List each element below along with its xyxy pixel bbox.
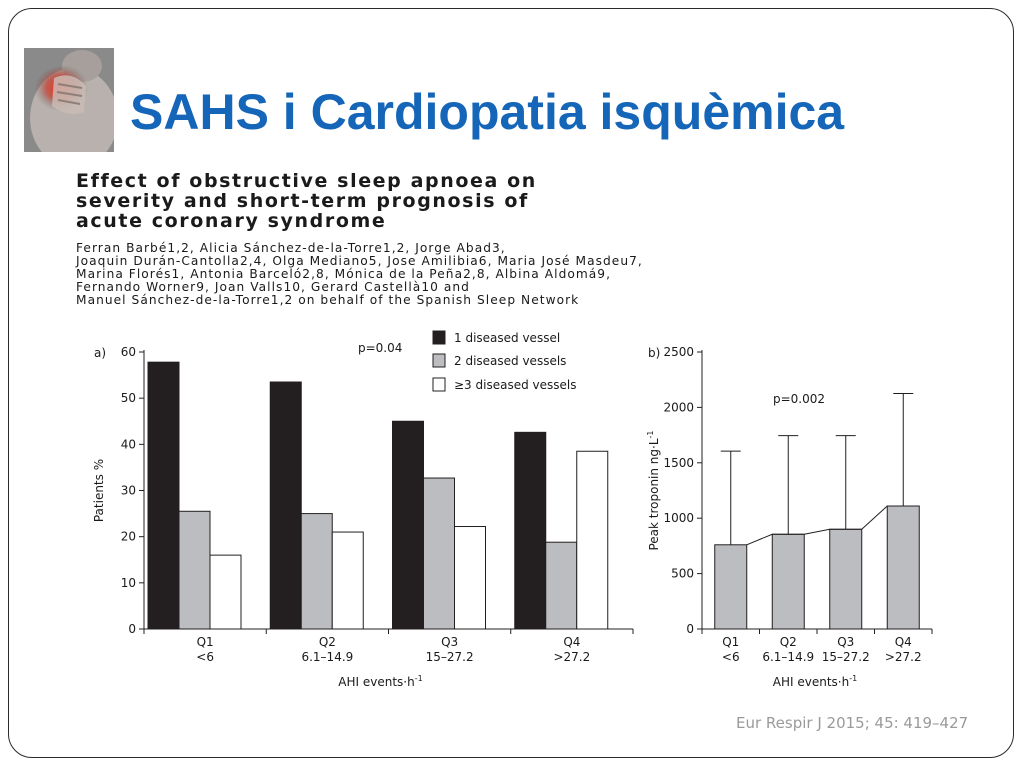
chart-b-y-axis-label: Peak troponin ng·L-1 xyxy=(646,430,661,550)
chart-b-x-sublabel: 6.1–14.9 xyxy=(762,650,814,664)
chart-b-y-tick-label: 1500 xyxy=(663,456,694,470)
author-line: Fernando Worner9, Joan Valls10, Gerard C… xyxy=(76,280,470,294)
chart-a-bar xyxy=(454,526,486,630)
chart-a-y-axis-label: Patients % xyxy=(92,459,106,522)
chart-a-x-axis-label: AHI events·h-1 xyxy=(338,674,422,689)
chart-a-bar xyxy=(514,431,547,630)
chart-b-p-value: p=0.002 xyxy=(773,392,825,406)
chart-b-x-axis-label: AHI events·h-1 xyxy=(773,674,857,689)
chart-a-x-sublabel: 6.1–14.9 xyxy=(301,650,353,664)
chart-a-x-tick-label: Q3 xyxy=(441,635,458,649)
chart-b-x-tick-label: Q1 xyxy=(722,635,739,649)
chart-a-bar xyxy=(423,477,455,630)
chart-a-bar xyxy=(147,361,180,630)
chart-a-bar xyxy=(331,531,364,630)
chart-a-y-tick-label: 40 xyxy=(121,437,136,451)
chart-b-x-sublabel: >27.2 xyxy=(885,650,922,664)
chart-a-p-value: p=0.04 xyxy=(358,341,402,355)
chart-a-y-tick-label: 20 xyxy=(121,530,136,544)
chart-a-legend-label: ≥3 diseased vessels xyxy=(454,378,576,392)
paper-title-line: Effect of obstructive sleep apnoea on xyxy=(76,170,537,192)
chart-a-bar xyxy=(576,450,609,630)
chart-a-x-tick-label: Q4 xyxy=(563,635,580,649)
chart-b-x-tick-label: Q3 xyxy=(837,635,854,649)
author-line: Marina Florés1, Antonia Barceló2,8, Móni… xyxy=(76,267,612,281)
chart-a-legend-swatch xyxy=(432,330,446,345)
chart-a-x-sublabel: <6 xyxy=(196,650,214,664)
paper-title: Effect of obstructive sleep apnoea on se… xyxy=(76,171,876,231)
chart-a-x-sublabel: 15–27.2 xyxy=(426,650,474,664)
chart-b-panel-label: b) xyxy=(648,346,660,360)
chart-a-panel-label: a) xyxy=(94,346,106,360)
citation: Eur Respir J 2015; 45: 419–427 xyxy=(736,714,969,732)
paper-title-line: severity and short-term prognosis of xyxy=(76,190,529,212)
chart-a-bar xyxy=(545,541,578,630)
chart-b-trend-line xyxy=(746,505,888,546)
chart-b-x-sublabel: <6 xyxy=(722,650,740,664)
paper-authors: Ferran Barbé1,2, Alicia Sánchez-de-la-To… xyxy=(76,242,976,307)
chart-a-bar xyxy=(269,381,302,630)
chart-b-bar xyxy=(771,533,805,630)
author-line: Ferran Barbé1,2, Alicia Sánchez-de-la-To… xyxy=(76,241,506,255)
chart-a-legend-swatch xyxy=(432,377,446,392)
heart-pain-photo xyxy=(24,48,114,152)
paper-title-line: acute coronary syndrome xyxy=(76,210,387,232)
chart-a-x-tick-label: Q2 xyxy=(319,635,336,649)
chart-a-bar xyxy=(300,513,333,630)
chart-b-x-tick-label: Q2 xyxy=(780,635,797,649)
chart-a-bar xyxy=(392,420,424,630)
chart-a-y-tick-label: 0 xyxy=(128,622,136,636)
chart-b-y-tick-label: 1000 xyxy=(663,511,694,525)
chart-b-y-tick-label: 500 xyxy=(671,567,694,581)
slide-title: SAHS i Cardiopatia isquèmica xyxy=(130,84,845,140)
chart-b-y-tick-label: 2000 xyxy=(663,400,694,414)
chart-b-y-tick-label: 0 xyxy=(686,622,694,636)
chart-a-x-sublabel: >27.2 xyxy=(553,650,590,664)
chart-b-bar xyxy=(714,544,748,630)
chart-a-legend-swatch xyxy=(432,353,446,368)
chart-a-bar xyxy=(209,554,242,630)
chart-a-y-tick-label: 30 xyxy=(121,484,136,498)
chart-b-y-tick-label: 2500 xyxy=(663,345,694,359)
chart-b-x-tick-label: Q4 xyxy=(895,635,912,649)
chart-b-bar xyxy=(886,505,920,630)
chart-a-y-tick-label: 10 xyxy=(121,576,136,590)
chart-a-legend-label: 1 diseased vessel xyxy=(454,331,560,345)
chart-a-x-tick-label: Q1 xyxy=(197,635,214,649)
chart-a-bar xyxy=(178,510,211,630)
author-line: Joaquin Durán-Cantolla2,4, Olga Mediano5… xyxy=(76,254,643,268)
chart-b-bar xyxy=(829,528,863,630)
chart-a-y-tick-label: 50 xyxy=(121,391,136,405)
chart-a-legend-label: 2 diseased vessels xyxy=(454,354,566,368)
chart-b-x-sublabel: 15–27.2 xyxy=(822,650,870,664)
author-line: Manuel Sánchez-de-la-Torre1,2 on behalf … xyxy=(76,293,580,307)
chart-a-y-tick-label: 60 xyxy=(121,345,136,359)
